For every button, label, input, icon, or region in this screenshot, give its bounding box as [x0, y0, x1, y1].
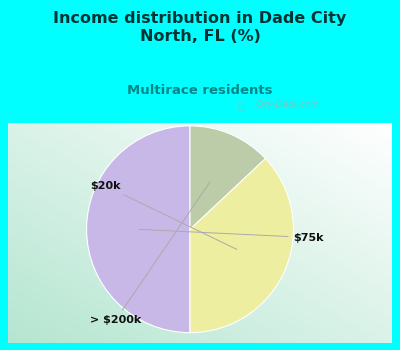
Text: City-Data.com: City-Data.com	[256, 100, 320, 109]
Text: > $200k: > $200k	[90, 182, 210, 325]
Text: $75k: $75k	[139, 229, 324, 243]
Text: Income distribution in Dade City
North, FL (%): Income distribution in Dade City North, …	[53, 10, 347, 44]
Wedge shape	[190, 126, 265, 229]
Text: ⦾: ⦾	[237, 100, 243, 110]
Text: Multirace residents: Multirace residents	[127, 84, 273, 97]
Wedge shape	[190, 159, 294, 332]
Text: $20k: $20k	[90, 181, 237, 250]
Wedge shape	[86, 126, 190, 332]
